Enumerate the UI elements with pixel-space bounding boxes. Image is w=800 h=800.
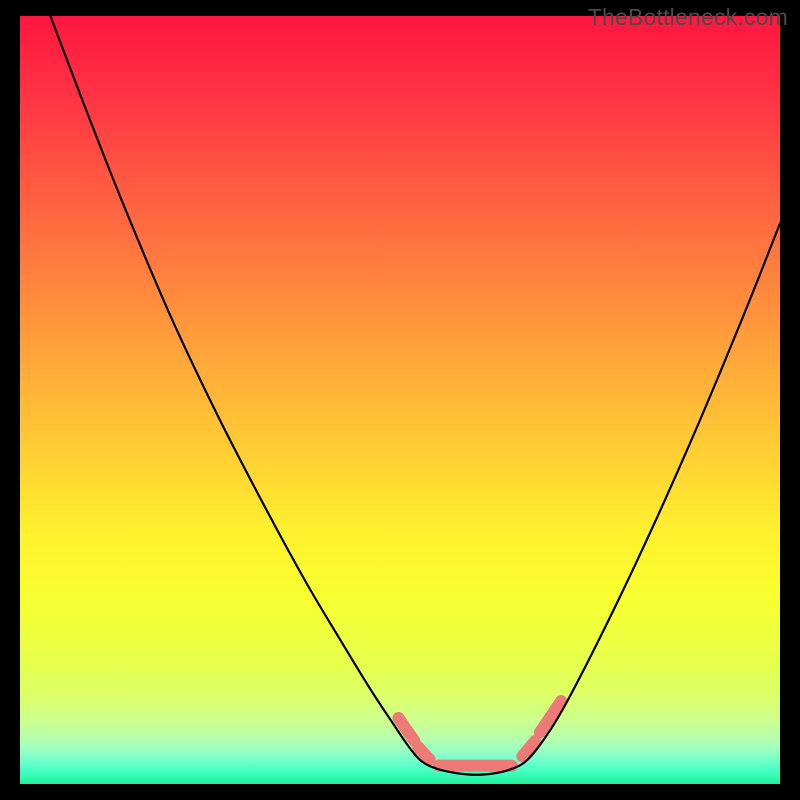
- dash-markers: [398, 701, 561, 766]
- plot-area: [20, 16, 780, 784]
- chart-frame: TheBottleneck.com: [0, 0, 800, 800]
- chart-svg: [20, 16, 780, 784]
- bottleneck-curve: [50, 16, 780, 775]
- dash-segment: [418, 747, 429, 759]
- dash-segment: [398, 718, 414, 741]
- watermark-text: TheBottleneck.com: [588, 4, 788, 31]
